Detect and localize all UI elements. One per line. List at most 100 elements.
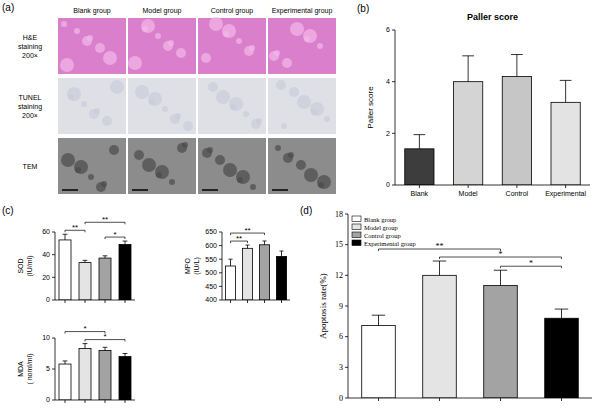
texture bbox=[288, 152, 294, 158]
error-stem bbox=[439, 261, 440, 275]
texture bbox=[303, 29, 317, 43]
marks bbox=[362, 261, 579, 398]
y-tick bbox=[392, 185, 395, 186]
micrograph bbox=[58, 138, 126, 194]
x-tick bbox=[419, 185, 420, 188]
texture bbox=[209, 17, 223, 31]
x-tick bbox=[561, 398, 562, 401]
scale-bar bbox=[202, 189, 218, 191]
texture bbox=[317, 175, 331, 189]
x-axis bbox=[395, 185, 590, 186]
texture bbox=[168, 40, 174, 46]
texture bbox=[282, 58, 292, 68]
y-tick bbox=[219, 286, 222, 287]
y-tick-label: 5 bbox=[46, 365, 50, 372]
chart: (b)Paller score0246BlankModelControlExpe… bbox=[357, 3, 590, 198]
bar bbox=[59, 240, 71, 300]
x-axis bbox=[55, 400, 135, 401]
error-stem bbox=[105, 347, 106, 350]
error-stem bbox=[419, 135, 420, 149]
legend-label: Control group bbox=[364, 232, 401, 239]
significance-text: * bbox=[113, 230, 116, 239]
error-stem bbox=[565, 80, 566, 102]
error-stem bbox=[247, 245, 248, 248]
row-label: staining bbox=[18, 43, 42, 51]
x-tick-label: Model bbox=[459, 190, 479, 197]
y-tick-label: 40 bbox=[42, 251, 50, 258]
error-bar bbox=[245, 245, 249, 248]
row-label: 200× bbox=[22, 52, 38, 59]
y-tick-label: 450 bbox=[205, 283, 217, 290]
y-tick bbox=[52, 254, 55, 255]
y-tick-label: 0 bbox=[386, 181, 390, 188]
y-label: Apoptosis rate(%) bbox=[318, 273, 328, 339]
x-tick bbox=[125, 400, 126, 403]
error-cap bbox=[494, 270, 507, 271]
texture bbox=[155, 33, 161, 39]
error-stem bbox=[281, 251, 282, 256]
micrograph bbox=[268, 78, 336, 134]
legend-swatch bbox=[352, 216, 361, 222]
texture bbox=[88, 174, 94, 180]
y-tick bbox=[345, 244, 348, 245]
y-axis bbox=[395, 30, 396, 185]
texture bbox=[162, 106, 168, 112]
texture bbox=[155, 165, 169, 179]
texture bbox=[289, 87, 299, 97]
error-cap bbox=[103, 347, 108, 348]
texture bbox=[141, 19, 155, 33]
error-cap bbox=[372, 315, 385, 316]
row-label: TUNEL bbox=[19, 94, 42, 101]
scale-bar bbox=[132, 189, 148, 191]
y-tick-label: 15 bbox=[335, 240, 343, 249]
texture bbox=[96, 182, 106, 192]
texture bbox=[183, 121, 193, 131]
texture bbox=[61, 153, 75, 167]
legend-swatch bbox=[352, 240, 361, 246]
texture bbox=[283, 153, 293, 163]
error-cap bbox=[123, 353, 128, 354]
row-label: staining bbox=[18, 103, 42, 111]
significance-text: ** bbox=[244, 226, 250, 235]
y-tick-label: 500 bbox=[205, 269, 217, 276]
error-bar bbox=[103, 347, 108, 350]
error-bar bbox=[123, 241, 128, 244]
y-tick bbox=[52, 300, 55, 301]
y-tick-label: 0 bbox=[339, 394, 343, 403]
y-tick bbox=[219, 245, 222, 246]
legend-label: Model group bbox=[364, 224, 398, 231]
error-bar bbox=[83, 344, 88, 349]
texture bbox=[60, 58, 74, 72]
x-tick bbox=[516, 185, 517, 188]
texture bbox=[324, 116, 330, 122]
y-tick-label: 2 bbox=[386, 130, 390, 137]
bar bbox=[119, 357, 131, 400]
error-bar bbox=[511, 55, 523, 77]
significance-text: * bbox=[83, 324, 86, 333]
y-tick bbox=[345, 275, 348, 276]
error-bar bbox=[279, 251, 283, 256]
y-tick bbox=[392, 30, 395, 31]
y-tick-label: 0 bbox=[46, 296, 50, 303]
texture bbox=[81, 101, 87, 107]
error-stem bbox=[230, 259, 231, 266]
chart: 400450500550600650MPO(IU/L)**** bbox=[184, 226, 290, 304]
micrograph bbox=[58, 18, 126, 74]
legend-swatch bbox=[352, 224, 361, 230]
micrograph bbox=[268, 138, 336, 194]
micrograph bbox=[128, 138, 196, 194]
texture bbox=[142, 158, 156, 172]
y-tick bbox=[345, 398, 348, 399]
bar bbox=[423, 275, 457, 398]
y-tick bbox=[219, 259, 222, 260]
texture bbox=[89, 109, 99, 119]
texture bbox=[304, 168, 318, 182]
bar bbox=[59, 364, 71, 400]
y-tick-label: 400 bbox=[205, 296, 217, 303]
bar bbox=[484, 286, 518, 398]
y-tick bbox=[52, 277, 55, 278]
texture bbox=[251, 119, 261, 129]
title: Paller score bbox=[467, 12, 518, 22]
texture bbox=[281, 123, 287, 129]
bar bbox=[362, 325, 396, 398]
